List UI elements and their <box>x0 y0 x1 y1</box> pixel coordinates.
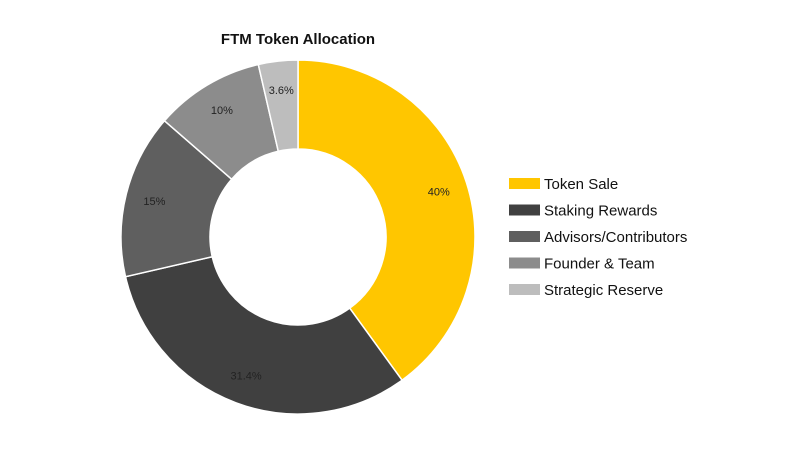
legend-label-founder-team: Founder & Team <box>544 256 655 273</box>
legend: Token Sale Staking Rewards Advisors/Contri… <box>509 176 687 299</box>
legend-label-strategic-reserve: Strategic Reserve <box>544 282 663 299</box>
slice-label-staking-rewards: 31.4% <box>231 371 262 383</box>
donut-slices <box>120 59 476 415</box>
legend-swatch-token-sale <box>509 178 540 189</box>
slice-label-strategic-reserve: 3.6% <box>269 85 294 97</box>
legend-swatch-founder-team <box>509 257 540 269</box>
legend-label-staking-rewards: Staking Rewards <box>544 203 657 220</box>
legend-label-advisors-contributors: Advisors/Contributors <box>544 229 687 246</box>
slice-label-founder-team: 10% <box>211 105 233 117</box>
slice-strategic-reserve <box>257 59 299 153</box>
slice-staking-rewards <box>124 255 404 415</box>
slice-label-advisors-contributors: 15% <box>143 196 165 208</box>
slice-label-token-sale: 40% <box>428 186 450 198</box>
slice-token-sale <box>297 59 476 382</box>
legend-swatch-strategic-reserve <box>509 284 540 295</box>
chart-title: FTM Token Allocation <box>221 31 375 48</box>
legend-label-token-sale: Token Sale <box>544 176 618 193</box>
slice-advisors-contributors <box>120 119 233 278</box>
legend-swatch-staking-rewards <box>509 204 540 216</box>
slice-labels: 40% 31.4% 15% 10% 3.6% <box>143 85 450 383</box>
legend-swatch-advisors-contributors <box>509 231 540 242</box>
